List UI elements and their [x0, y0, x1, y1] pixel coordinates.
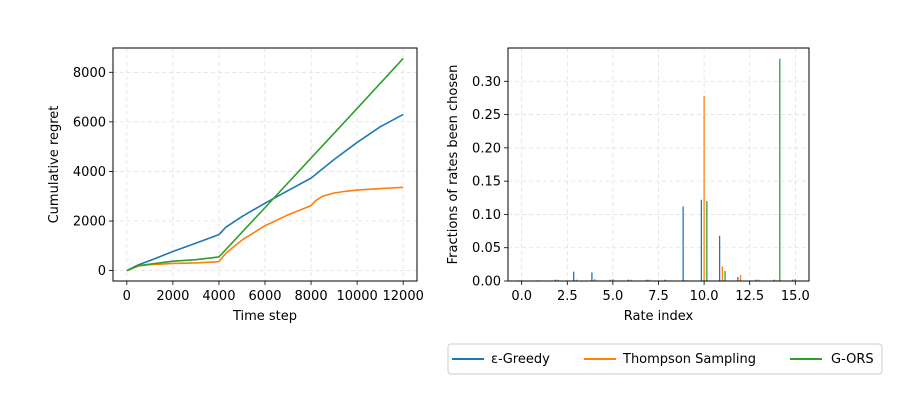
bar-epsilon-greedy-rate-7 — [646, 279, 648, 281]
bar-thompson-sampling-rate-12 — [739, 275, 742, 281]
series-line-thompson-sampling — [126, 186, 404, 272]
y-tick-label: 0.10 — [472, 208, 501, 223]
x-tick-label: 12000 — [383, 289, 424, 304]
x-tick-label: 2.5 — [557, 289, 578, 304]
bar-epsilon-greedy-rate-13 — [755, 279, 757, 281]
bar-thompson-sampling-rate-3 — [575, 279, 578, 281]
y-tick-label: 0.15 — [472, 175, 501, 190]
bar-thompson-sampling-rate-15 — [794, 279, 796, 281]
bar-thompson-sampling-rate-2 — [557, 279, 559, 281]
series-line-epsilon-greedy — [126, 113, 404, 272]
x-tick-label: 10.0 — [690, 289, 719, 304]
x-tick-label: 8000 — [295, 289, 328, 304]
bar-g-ors-rate-14 — [779, 58, 781, 282]
bar-epsilon-greedy-rate-10 — [700, 199, 703, 281]
regret-grid — [113, 48, 417, 281]
rate-bars — [518, 58, 796, 282]
bar-epsilon-greedy-rate-9 — [682, 206, 684, 281]
bar-epsilon-greedy-rate-12 — [737, 277, 739, 281]
bar-epsilon-greedy-rate-14 — [773, 279, 775, 281]
bar-epsilon-greedy-rate-6 — [627, 279, 630, 281]
regret-ticks: 0 2000 4000 6000 8000 10000 12000 0 2000 4000 6000… — [73, 66, 424, 304]
regret-chart: 0 2000 4000 6000 8000 10000 12000 0 2000 4000 6000… — [47, 47, 424, 324]
regret-y-axis-label: Cumulative regret — [47, 106, 62, 224]
bar-thompson-sampling-rate-7 — [648, 279, 651, 281]
regret-series — [126, 57, 404, 272]
bar-epsilon-greedy-rate-4 — [591, 272, 593, 281]
bar-epsilon-greedy-rate-8 — [664, 279, 666, 281]
bar-epsilon-greedy-rate-2 — [554, 279, 557, 281]
y-tick-label: 2000 — [73, 215, 106, 230]
y-tick-label: 6000 — [73, 115, 106, 130]
y-tick-label: 0.00 — [472, 275, 501, 290]
bar-thompson-sampling-rate-10 — [703, 95, 705, 282]
x-tick-label: 12.5 — [735, 289, 764, 304]
bar-epsilon-greedy-rate-15 — [791, 279, 794, 281]
legend-box — [447, 343, 883, 375]
bar-thompson-sampling-rate-11 — [721, 266, 723, 281]
x-tick-label: 5.0 — [603, 289, 624, 304]
rate-fraction-chart: 0.0 2.5 5.0 7.5 10.0 12.5 15.0 0.00 0.05 0.10 0.15… — [446, 47, 810, 324]
y-tick-label: 8000 — [73, 66, 106, 81]
rate-ticks: 0.0 2.5 5.0 7.5 10.0 12.5 15.0 0.00 0.05 0.10 0.15… — [472, 75, 810, 304]
series-line-g-ors — [126, 57, 404, 272]
legend: ε-Greedy Thompson Sampling G-ORS — [447, 343, 883, 375]
bar-thompson-sampling-rate-13 — [758, 279, 760, 281]
bar-thompson-sampling-rate-5 — [612, 279, 614, 281]
bar-g-ors-rate-11 — [724, 271, 726, 281]
y-tick-label: 0 — [98, 264, 106, 279]
y-tick-label: 0.30 — [472, 75, 501, 90]
legend-label-g-ors: G-ORS — [831, 352, 874, 367]
x-tick-label: 0 — [123, 289, 131, 304]
bar-thompson-sampling-rate-4 — [594, 279, 596, 281]
x-tick-label: 4000 — [202, 289, 235, 304]
x-tick-label: 0.0 — [511, 289, 532, 304]
x-tick-label: 10000 — [336, 289, 377, 304]
y-tick-label: 0.05 — [472, 241, 501, 256]
y-tick-label: 4000 — [73, 165, 106, 180]
bar-epsilon-greedy-rate-5 — [609, 279, 611, 281]
x-tick-label: 6000 — [248, 289, 281, 304]
legend-label-epsilon-greedy: ε-Greedy — [491, 352, 550, 367]
rate-x-axis-label: Rate index — [624, 309, 694, 324]
x-tick-label: 15.0 — [781, 289, 810, 304]
bar-epsilon-greedy-rate-3 — [573, 271, 575, 281]
bar-g-ors-rate-10 — [706, 201, 708, 281]
legend-label-thompson-sampling: Thompson Sampling — [622, 352, 756, 367]
bar-epsilon-greedy-rate-11 — [718, 235, 721, 281]
x-tick-label: 7.5 — [648, 289, 669, 304]
y-tick-label: 0.20 — [472, 141, 501, 156]
bar-thompson-sampling-rate-6 — [630, 279, 632, 281]
x-tick-label: 2000 — [156, 289, 189, 304]
regret-x-axis-label: Time step — [232, 309, 297, 324]
rate-grid — [508, 48, 809, 282]
y-tick-label: 0.25 — [472, 108, 501, 123]
rate-y-axis-label: Fractions of rates been chosen — [446, 65, 461, 265]
